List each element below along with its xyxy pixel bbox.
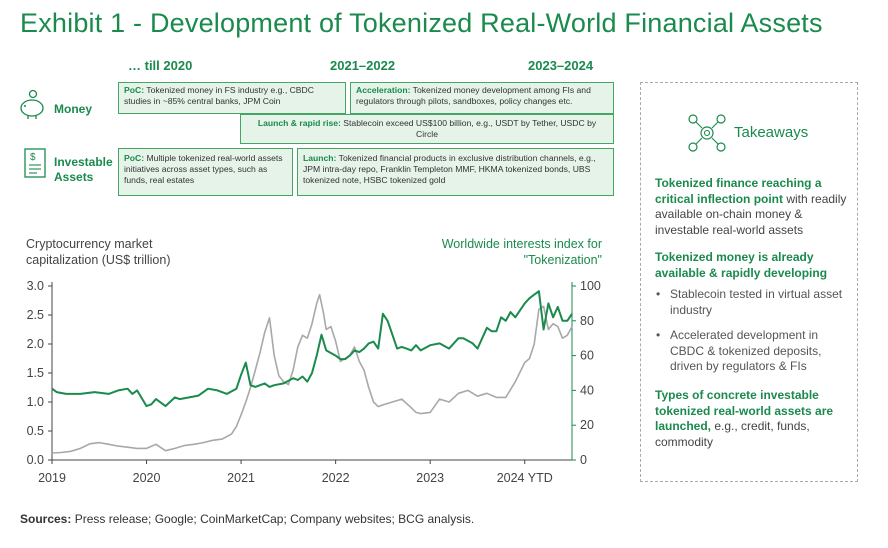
svg-text:$: $: [30, 152, 36, 163]
bullet-text: Accelerated development in CBDC & tokeni…: [670, 328, 822, 374]
assets-poc-box: PoC: Multiple tokenized real-world asset…: [118, 148, 293, 196]
box-text: Tokenized financial products in exclusiv…: [303, 153, 596, 185]
left-tick-label: 2.5: [27, 308, 44, 322]
money-acceleration-box: Acceleration: Tokenized money developmen…: [350, 82, 614, 114]
period-2021-2022: 2021–2022: [330, 58, 396, 73]
box-text: Multiple tokenized real-world assets ini…: [124, 153, 283, 185]
row-label-money: Money: [54, 102, 93, 116]
left-tick-label: 1.0: [27, 395, 44, 409]
left-tick-label: 0.0: [27, 453, 44, 467]
takeaways-panel: [640, 82, 858, 482]
market-chart: 0.0 0.5 1.0 1.5 2.0 2.5 3.0 0 20 40 60 80 100 2019 202…: [27, 279, 601, 485]
bullet-text: Stablecoin tested in virtual asset indus…: [670, 287, 843, 317]
left-axis-title: Cryptocurrency market capitalization (US…: [26, 237, 171, 267]
x-tick-label: 2024 YTD: [497, 471, 553, 485]
crypto-market-cap-line: [51, 293, 573, 454]
right-tick-label: 80: [580, 314, 594, 328]
takeaway-2: Tokenized money is already available & r…: [655, 250, 853, 281]
period-till-2020: … till 2020: [128, 58, 193, 73]
assets-launch-box: Launch: Tokenized financial products in …: [297, 148, 614, 196]
box-text: Stablecoin exceed US$100 billion, e.g., …: [340, 118, 597, 139]
page-title: Exhibit 1 - Development of Tokenized Rea…: [20, 8, 823, 38]
takeaways-title: Takeaways: [734, 124, 809, 141]
right-axis-title: Worldwide interests index for "Tokenizat…: [441, 237, 602, 267]
sources-note: Sources: Press release; Google; CoinMark…: [20, 512, 474, 526]
left-tick-label: 2.0: [27, 337, 44, 351]
money-launch-box: Launch & rapid rise: Stablecoin exceed U…: [240, 114, 614, 144]
piggy-bank-icon: [20, 89, 44, 119]
takeaway-3-highlight: Types of concrete investable tokenized r…: [655, 388, 834, 434]
takeaway-1-text: with readily available on-chain money & …: [655, 191, 847, 237]
x-tick-label: 2022: [322, 471, 350, 485]
box-text: Tokenized money development among FIs an…: [356, 85, 591, 106]
takeaway-1: Tokenized finance reaching a critical in…: [655, 176, 853, 238]
x-tick-label: 2019: [38, 471, 66, 485]
takeaway-2-highlight: Tokenized money is already available & r…: [655, 250, 828, 280]
takeaway-2-bullet-2: • Accelerated development in CBDC & token…: [656, 328, 855, 375]
x-tick-label: 2023: [416, 471, 444, 485]
right-tick-label: 100: [580, 279, 601, 293]
right-tick-label: 40: [580, 383, 594, 397]
takeaway-3: Types of concrete investable tokenized r…: [655, 388, 853, 450]
left-tick-label: 1.5: [27, 366, 44, 380]
takeaway-3-text: e.g., credit, funds, commodity: [655, 419, 810, 449]
left-tick-label: 0.5: [27, 424, 44, 438]
bullet-dot-icon: •: [656, 287, 661, 301]
x-tick-label: 2021: [227, 471, 255, 485]
x-tick-label: 2020: [133, 471, 161, 485]
box-head: PoC:: [124, 85, 145, 95]
period-2023-2024: 2023–2024: [528, 58, 594, 73]
network-people-icon: [688, 114, 726, 152]
tokenization-interest-line: [51, 290, 573, 408]
sources-text: Press release; Google; CoinMarketCap; Co…: [71, 512, 475, 526]
left-tick-label: 3.0: [27, 279, 44, 293]
box-head: PoC:: [124, 153, 145, 163]
takeaway-1-highlight: Tokenized finance reaching a critical in…: [655, 176, 822, 206]
box-head: Acceleration:: [356, 85, 411, 95]
bullet-dot-icon: •: [656, 328, 661, 342]
box-text: Tokenized money in FS industry e.g., CBD…: [124, 85, 314, 106]
right-tick-label: 20: [580, 418, 594, 432]
box-head: Launch:: [303, 153, 337, 163]
money-poc-box: PoC: Tokenized money in FS industry e.g.…: [118, 82, 346, 114]
document-icon: $: [24, 148, 46, 178]
right-tick-label: 60: [580, 349, 594, 363]
right-tick-label: 0: [580, 453, 587, 467]
sources-label: Sources:: [20, 512, 72, 526]
row-label-investable-assets: Investable Assets: [54, 155, 113, 184]
takeaway-2-bullet-1: • Stablecoin tested in virtual asset indu…: [656, 287, 855, 318]
box-head: Launch & rapid rise:: [257, 118, 341, 128]
